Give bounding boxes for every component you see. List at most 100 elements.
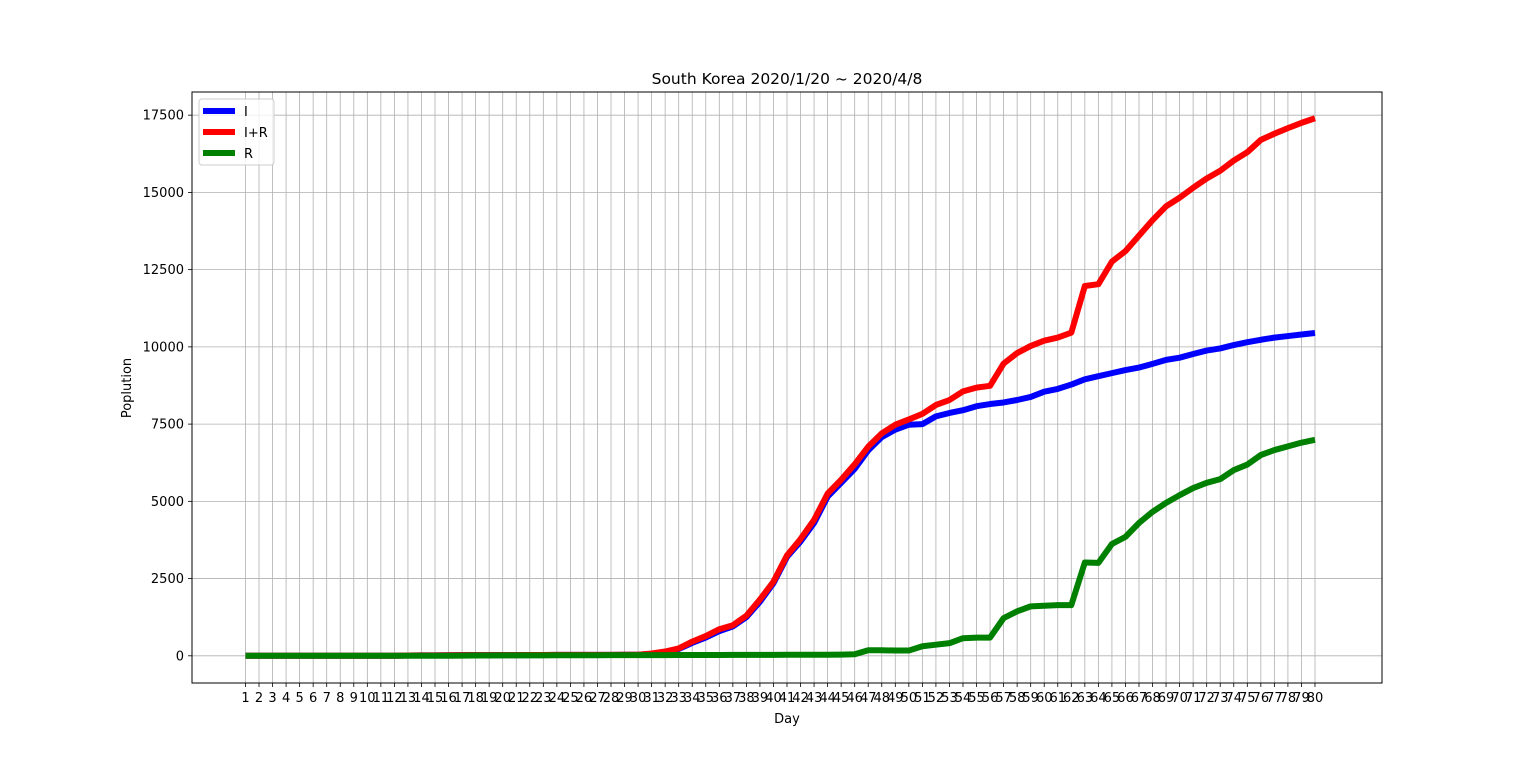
y-axis-label: Poplution <box>120 358 135 418</box>
x-tick-label: 37 <box>725 691 742 706</box>
x-tick-label: 53 <box>941 691 958 706</box>
x-tick-label: 54 <box>955 691 972 706</box>
x-tick-label: 56 <box>982 691 999 706</box>
x-tick-label: 43 <box>806 691 823 706</box>
x-tick-label: 57 <box>995 691 1012 706</box>
x-tick-label: 11 <box>373 691 390 706</box>
series-line-r <box>245 436 1316 659</box>
x-tick-label: 63 <box>1077 691 1094 706</box>
x-tick-label: 51 <box>914 691 931 706</box>
x-tick-label: 66 <box>1117 691 1134 706</box>
x-tick-label: 64 <box>1090 691 1107 706</box>
x-tick-label: 35 <box>697 691 714 706</box>
y-tick-label: 2500 <box>151 572 184 587</box>
y-tick-label: 5000 <box>151 495 184 510</box>
x-tick-label: 32 <box>657 691 674 706</box>
x-tick-label: 70 <box>1171 691 1188 706</box>
x-tick-label: 5 <box>295 691 303 706</box>
y-tick-label: 17500 <box>143 109 184 124</box>
x-tick-label: 3 <box>268 691 276 706</box>
legend-box <box>198 98 275 166</box>
x-tick-label: 52 <box>928 691 945 706</box>
legend: I I+R R <box>198 98 275 166</box>
x-tick-label: 1 <box>241 691 249 706</box>
x-tick-label: 7 <box>323 691 331 706</box>
x-tick-label: 10 <box>359 691 376 706</box>
x-tick-label: 72 <box>1198 691 1215 706</box>
x-tick-label: 78 <box>1280 691 1297 706</box>
x-tick-label: 6 <box>309 691 317 706</box>
x-tick-label: 71 <box>1185 691 1202 706</box>
x-tick-label: 46 <box>846 691 863 706</box>
x-tick-label: 49 <box>887 691 904 706</box>
x-tick-label: 39 <box>752 691 769 706</box>
x-tick-label: 31 <box>643 691 660 706</box>
x-tick-label: 25 <box>562 691 579 706</box>
series-layer <box>245 115 1316 659</box>
x-tick-label: 59 <box>1022 691 1039 706</box>
x-tick-label: 26 <box>576 691 593 706</box>
x-tick-label: 69 <box>1158 691 1175 706</box>
x-tick-label: 75 <box>1239 691 1256 706</box>
x-tick-label: 42 <box>792 691 809 706</box>
x-tick-label: 33 <box>670 691 687 706</box>
x-tick-label: 18 <box>467 691 484 706</box>
x-tick-label: 58 <box>1009 691 1026 706</box>
x-tick-label: 73 <box>1212 691 1229 706</box>
legend-label: R <box>244 147 253 162</box>
x-tick-label: 60 <box>1036 691 1053 706</box>
x-tick-label: 77 <box>1266 691 1283 706</box>
y-tick-label: 10000 <box>143 340 184 355</box>
x-tick-label: 40 <box>765 691 782 706</box>
x-tick-label: 41 <box>779 691 796 706</box>
x-tick-label: 29 <box>616 691 633 706</box>
x-tick-label: 17 <box>454 691 471 706</box>
y-tick-label: 12500 <box>143 263 184 278</box>
y-tick-label: 15000 <box>143 186 184 201</box>
x-tick-label: 16 <box>440 691 457 706</box>
x-tick-label: 61 <box>1049 691 1066 706</box>
x-tick-label: 45 <box>833 691 850 706</box>
x-tick-label: 2 <box>255 691 263 706</box>
x-tick-label: 12 <box>386 691 403 706</box>
x-tick-label: 20 <box>494 691 511 706</box>
x-tick-label: 44 <box>819 691 836 706</box>
x-tick-label: 30 <box>630 691 647 706</box>
x-tick-label: 38 <box>738 691 755 706</box>
x-tick-label: 76 <box>1253 691 1270 706</box>
x-axis-label: Day <box>774 712 800 727</box>
x-tick-label: 67 <box>1131 691 1148 706</box>
x-tick-label: 74 <box>1225 691 1242 706</box>
x-tick-label: 14 <box>413 691 430 706</box>
x-tick-label: 65 <box>1104 691 1121 706</box>
x-tick-label: 48 <box>873 691 890 706</box>
x-tick-label: 22 <box>522 691 539 706</box>
x-tick-label: 9 <box>350 691 358 706</box>
y-tick-label: 0 <box>176 649 184 664</box>
x-tick-label: 19 <box>481 691 498 706</box>
x-tick-label: 28 <box>603 691 620 706</box>
chart-title: South Korea 2020/1/20 ~ 2020/4/8 <box>652 70 923 88</box>
legend-label: I+R <box>244 126 268 141</box>
x-tick-label: 79 <box>1293 691 1310 706</box>
y-tick-label: 7500 <box>151 418 184 433</box>
x-tick-label: 4 <box>282 691 290 706</box>
x-tick-label: 36 <box>711 691 728 706</box>
legend-label: I <box>244 105 248 120</box>
x-tick-label: 15 <box>427 691 444 706</box>
x-tick-label: 80 <box>1307 691 1324 706</box>
x-tick-label: 27 <box>589 691 606 706</box>
x-tick-label: 68 <box>1144 691 1161 706</box>
x-tick-label: 8 <box>336 691 344 706</box>
x-tick-label: 34 <box>684 691 701 706</box>
x-tick-label: 47 <box>860 691 877 706</box>
x-tick-label: 23 <box>535 691 552 706</box>
x-tick-label: 13 <box>400 691 417 706</box>
x-tick-label: 21 <box>508 691 525 706</box>
x-tick-label: 24 <box>549 691 566 706</box>
x-tick-label: 50 <box>901 691 918 706</box>
tick-layer: 1 2 3 4 5 6 7 8 9 1011121314151617181920212223242… <box>143 109 1324 706</box>
x-tick-label: 55 <box>968 691 985 706</box>
x-tick-label: 62 <box>1063 691 1080 706</box>
